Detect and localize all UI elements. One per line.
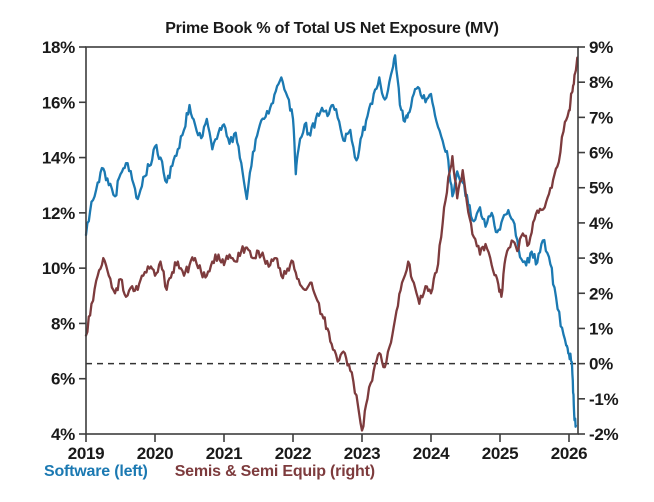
axis-tick-label: 8% bbox=[51, 314, 75, 333]
axis-tick-label: 16% bbox=[42, 93, 75, 112]
axis-tick-label: 10% bbox=[42, 259, 75, 278]
axis-tick-label: 1% bbox=[589, 319, 613, 338]
software-series-line bbox=[84, 54, 578, 428]
axis-tick-label: -2% bbox=[589, 425, 619, 444]
axis-tick-label: 4% bbox=[51, 425, 75, 444]
axis-tick-label: 6% bbox=[51, 370, 75, 389]
chart-legend: Software (left) Semis & Semi Equip (righ… bbox=[44, 463, 375, 481]
axis-tick-label: 2020 bbox=[137, 444, 174, 463]
axis-tick-label: 5% bbox=[589, 179, 613, 198]
axis-tick-label: 6% bbox=[589, 144, 613, 163]
axis-tick-label: 2022 bbox=[275, 444, 312, 463]
axis-tick-label: 7% bbox=[589, 108, 613, 127]
semis-series-line bbox=[84, 56, 579, 432]
axis-tick-label: 18% bbox=[42, 38, 75, 57]
axis-tick-label: 2019 bbox=[68, 444, 105, 463]
axis-tick-label: 2026 bbox=[551, 444, 588, 463]
axis-tick-label: 4% bbox=[589, 214, 613, 233]
axis-tick-label: -1% bbox=[589, 390, 619, 409]
chart-title: Prime Book % of Total US Net Exposure (M… bbox=[165, 20, 499, 37]
legend-item-semis: Semis & Semi Equip (right) bbox=[174, 463, 375, 480]
axis-tick-label: 8% bbox=[589, 73, 613, 92]
axis-tick-label: 14% bbox=[42, 149, 75, 168]
axis-tick-label: 2025 bbox=[482, 444, 519, 463]
axis-tick-label: 12% bbox=[42, 204, 75, 223]
axis-tick-label: 3% bbox=[589, 249, 613, 268]
legend-item-software: Software (left) bbox=[44, 463, 148, 480]
axis-tick-label: 2023 bbox=[344, 444, 381, 463]
plot-frame bbox=[85, 46, 579, 435]
axis-tick-label: 2% bbox=[589, 284, 613, 303]
axis-tick-label: 2024 bbox=[413, 444, 450, 463]
axis-tick-label: 2021 bbox=[206, 444, 243, 463]
axis-tick-label: 0% bbox=[589, 355, 613, 374]
axis-tick-label: 9% bbox=[589, 38, 613, 57]
